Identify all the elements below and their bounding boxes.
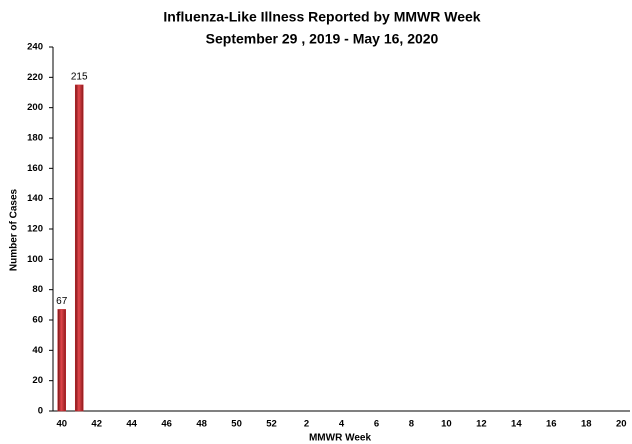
x-tick-label: 40 — [56, 419, 67, 430]
y-tick-label: 160 — [27, 163, 43, 174]
x-tick-label: 14 — [511, 419, 522, 430]
x-axis-title: MMWR Week — [309, 433, 371, 444]
x-tick-label: 16 — [546, 419, 557, 430]
y-tick-label: 0 — [38, 406, 43, 417]
x-tick-label: 48 — [196, 419, 207, 430]
x-tick-label: 4 — [339, 419, 345, 430]
bar — [74, 84, 84, 412]
x-tick-label: 6 — [374, 419, 379, 430]
y-tick-label: 220 — [27, 72, 43, 83]
chart-title: Influenza-Like Illness Reported by MMWR … — [163, 9, 480, 25]
y-tick-label: 100 — [27, 254, 43, 265]
x-tick-label: 2 — [304, 419, 309, 430]
x-tick-label: 46 — [161, 419, 172, 430]
x-tick-label: 42 — [91, 419, 102, 430]
bar — [57, 309, 66, 412]
y-tick-label: 140 — [27, 193, 43, 204]
y-tick-label: 40 — [32, 345, 43, 356]
x-tick-label: 10 — [441, 419, 452, 430]
x-tick-label: 20 — [616, 419, 627, 430]
y-tick-label: 80 — [32, 284, 43, 295]
x-tick-label: 44 — [126, 419, 137, 430]
y-tick-label: 240 — [27, 42, 43, 53]
value-label: 67 — [56, 296, 68, 307]
y-tick-label: 120 — [27, 224, 43, 235]
y-tick-label: 60 — [32, 315, 43, 326]
x-tick-label: 50 — [231, 419, 242, 430]
y-tick-label: 200 — [27, 102, 43, 113]
x-tick-label: 52 — [266, 419, 277, 430]
x-tick-label: 18 — [581, 419, 592, 430]
value-label: 215 — [71, 72, 88, 83]
chart-subtitle: September 29 , 2019 - May 16, 2020 — [206, 31, 439, 47]
x-tick-label: 12 — [476, 419, 487, 430]
y-tick-label: 180 — [27, 133, 43, 144]
y-axis-title: Number of Cases — [9, 188, 20, 271]
x-tick-label: 8 — [409, 419, 414, 430]
y-tick-label: 20 — [32, 375, 43, 386]
